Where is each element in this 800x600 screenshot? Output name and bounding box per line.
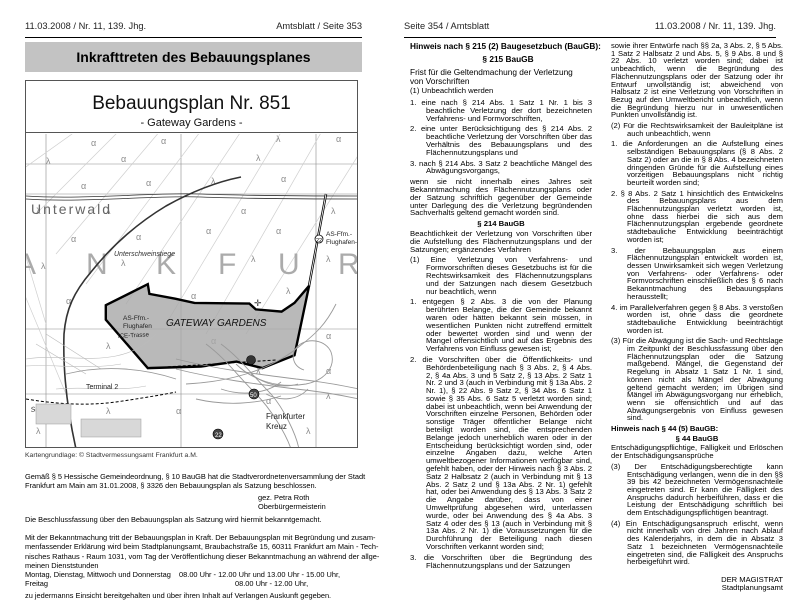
svg-text:α: α (326, 331, 331, 341)
svg-text:α: α (176, 406, 181, 416)
svg-text:Frankfurter: Frankfurter (266, 412, 305, 421)
svg-text:λ: λ (106, 406, 111, 416)
svg-text:α: α (161, 136, 166, 146)
svg-text:α: α (136, 232, 141, 242)
svg-text:R: R (338, 248, 358, 281)
svg-text:AS-Ffm.-: AS-Ffm.- (326, 231, 352, 238)
svg-text:λ: λ (286, 286, 291, 296)
svg-text:λ: λ (256, 153, 261, 163)
svg-text:λ: λ (306, 426, 311, 436)
svg-text:22: 22 (316, 238, 322, 244)
svg-text:λ: λ (331, 206, 336, 216)
svg-text:α: α (146, 178, 151, 188)
svg-text:Unterwald: Unterwald (31, 201, 112, 217)
svg-text:α: α (71, 234, 76, 244)
svg-text:α: α (266, 396, 271, 406)
svg-text:A: A (26, 248, 36, 281)
svg-text:Terminal 2: Terminal 2 (86, 384, 118, 391)
svg-text:λ: λ (251, 254, 256, 264)
svg-text:α: α (206, 226, 211, 236)
svg-text:✛: ✛ (254, 298, 262, 308)
svg-text:α: α (91, 138, 96, 148)
svg-text:F: F (218, 248, 236, 281)
svg-text:22: 22 (215, 433, 222, 439)
svg-text:Unterschweinstiege: Unterschweinstiege (114, 251, 175, 258)
svg-text:α: α (281, 174, 286, 184)
svg-text:λ: λ (276, 134, 281, 144)
svg-text:α: α (241, 206, 246, 216)
svg-text:GATEWAY GARDENS: GATEWAY GARDENS (166, 318, 267, 329)
svg-text:U: U (278, 248, 300, 281)
svg-text:50: 50 (250, 393, 257, 399)
svg-text:α: α (121, 154, 126, 164)
svg-text:λ: λ (106, 341, 111, 351)
svg-text:Flughafen: Flughafen (123, 323, 152, 330)
svg-text:Kreuz: Kreuz (266, 422, 287, 431)
svg-text:λ: λ (46, 156, 51, 166)
svg-text:α: α (336, 134, 341, 144)
svg-text:λ: λ (41, 261, 46, 271)
svg-text:λ: λ (326, 391, 331, 401)
svg-text:λ: λ (36, 426, 41, 436)
svg-text:AS-Ffm.-: AS-Ffm.- (123, 315, 149, 322)
svg-text:α: α (276, 226, 281, 236)
svg-text:α: α (191, 291, 196, 301)
svg-text:λ: λ (121, 258, 126, 268)
svg-text:Flughafen-Nord: Flughafen-Nord (326, 239, 358, 246)
svg-text:λ: λ (326, 254, 331, 264)
svg-text:α: α (81, 181, 86, 191)
